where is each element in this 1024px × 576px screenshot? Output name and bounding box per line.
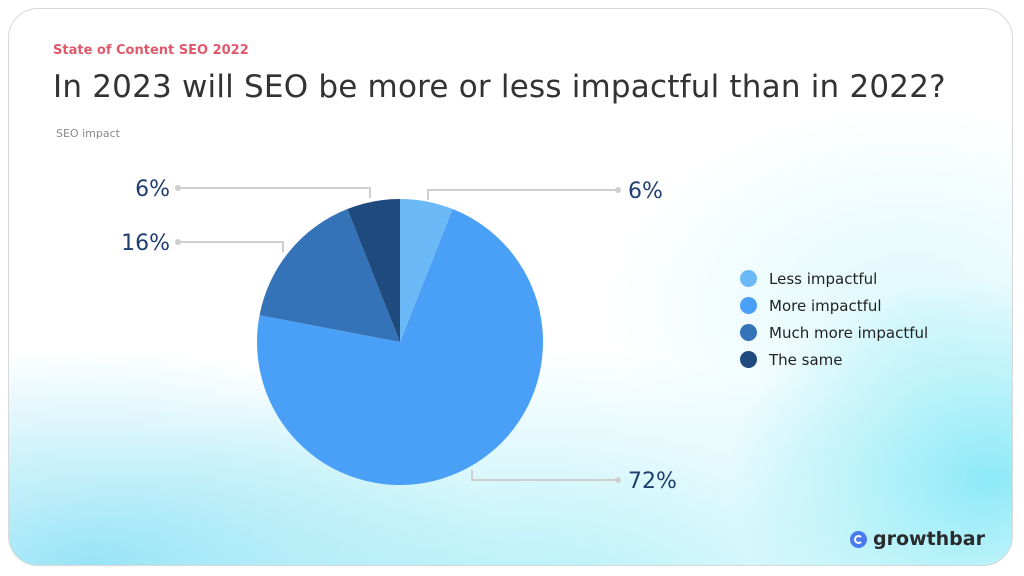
chart-subtitle: SEO impact [56, 127, 120, 140]
legend-item: More impactful [740, 292, 928, 319]
legend-label: Much more impactful [769, 323, 929, 342]
chart-title: In 2023 will SEO be more or less impactf… [53, 69, 946, 105]
legend-label: The same [769, 350, 843, 369]
leader-line [427, 189, 618, 200]
pie-slice-more-impactful [257, 209, 543, 486]
leader-dot [615, 477, 621, 483]
leader-dot [175, 185, 181, 191]
data-label: 6% [135, 177, 170, 202]
leader-line [471, 470, 618, 481]
legend-label: More impactful [769, 296, 882, 315]
legend-item: Less impactful [740, 265, 928, 292]
leader-dot [615, 187, 621, 193]
pie-slice-much-more-impactful [259, 209, 400, 342]
legend-swatch [740, 324, 757, 341]
leader-line [178, 187, 371, 198]
pie-slice-less-impactful [400, 199, 453, 342]
data-label: 16% [121, 231, 170, 256]
legend-label: Less impactful [769, 269, 878, 288]
legend-item: The same [740, 346, 928, 373]
legend: Less impactful More impactful Much more … [740, 265, 928, 373]
leader-line [178, 241, 284, 252]
pie-slice-the-same [347, 199, 400, 342]
leader-dot [175, 239, 181, 245]
legend-swatch [740, 270, 757, 287]
legend-swatch [740, 297, 757, 314]
report-kicker: State of Content SEO 2022 [53, 43, 249, 58]
brand-name: growthbar [873, 528, 985, 550]
data-label: 6% [628, 179, 663, 204]
growthbar-logo: growthbar [850, 528, 985, 550]
data-label: 72% [628, 469, 677, 494]
growthbar-logo-icon [850, 530, 867, 548]
legend-item: Much more impactful [740, 319, 928, 346]
legend-swatch [740, 351, 757, 368]
